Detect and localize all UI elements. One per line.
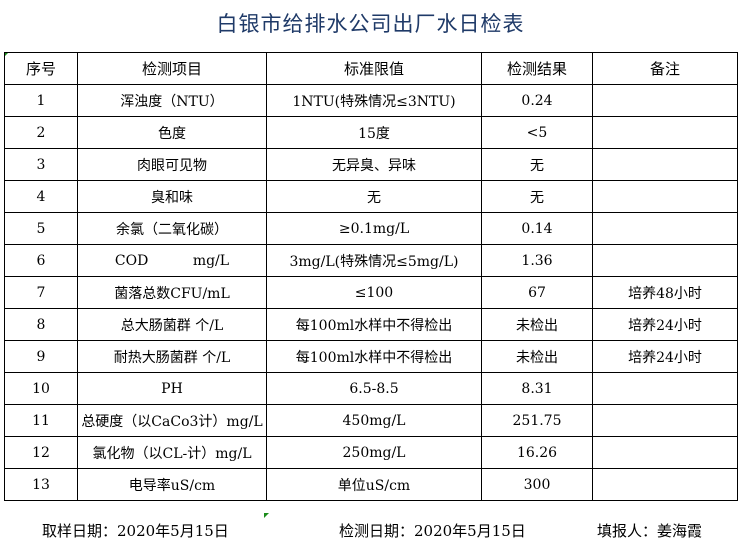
test-date: 检测日期：2020年5月15日 <box>339 522 526 540</box>
page-title: 白银市给排水公司出厂水日检表 <box>216 12 525 36</box>
row-number: 4 <box>4 180 78 213</box>
table-header-row: 序号 检测项目 标准限值 检测结果 备注 <box>4 52 738 85</box>
table-row: 12 氯化物（以CL-计）mg/L 250mg/L 16.26 <box>4 436 738 469</box>
standard-limit: ≤100 <box>266 276 482 309</box>
table-row: 5 余氯（二氧化碳） ≥0.1mg/L 0.14 <box>4 212 738 245</box>
test-result: 16.26 <box>481 436 593 469</box>
standard-limit: 单位uS/cm <box>266 468 482 501</box>
row-number: 10 <box>4 372 78 405</box>
test-result: 300 <box>481 468 593 501</box>
row-number: 7 <box>4 276 78 309</box>
remark <box>592 468 738 501</box>
test-item: 菌落总数CFU/mL <box>77 276 267 309</box>
table-row: 2 色度 15度 <5 <box>4 116 738 149</box>
test-result: 67 <box>481 276 593 309</box>
cell-marker <box>264 513 269 518</box>
test-result: 未检出 <box>481 308 593 341</box>
test-result: 0.24 <box>481 84 593 117</box>
remark: 培养24小时 <box>592 340 738 373</box>
row-number: 13 <box>4 468 78 501</box>
row-number: 5 <box>4 212 78 245</box>
test-item: PH <box>77 372 267 405</box>
table-row: 7 菌落总数CFU/mL ≤100 67 培养48小时 <box>4 276 738 309</box>
standard-limit: 450mg/L <box>266 404 482 437</box>
remark <box>592 404 738 437</box>
table-row: 6 COD mg/L 3mg/L(特殊情况≤5mg/L) 1.36 <box>4 244 738 277</box>
remark <box>592 116 738 149</box>
row-number: 8 <box>4 308 78 341</box>
test-result: 8.31 <box>481 372 593 405</box>
row-number: 2 <box>4 116 78 149</box>
test-result: 未检出 <box>481 340 593 373</box>
row-number: 11 <box>4 404 78 437</box>
test-item: 耐热大肠菌群 个/L <box>77 340 267 373</box>
inspection-table: 序号 检测项目 标准限值 检测结果 备注 1 浑浊度（NTU） 1NTU(特殊情况≤… <box>4 52 738 501</box>
column-header: 备注 <box>592 52 738 85</box>
test-item: 余氯（二氧化碳） <box>77 212 267 245</box>
standard-limit: 15度 <box>266 116 482 149</box>
table-row: 8 总大肠菌群 个/L 每100ml水样中不得检出 未检出 培养24小时 <box>4 308 738 341</box>
column-header: 检测结果 <box>481 52 593 85</box>
test-item: 色度 <box>77 116 267 149</box>
table-row: 9 耐热大肠菌群 个/L 每100ml水样中不得检出 未检出 培养24小时 <box>4 340 738 373</box>
remark: 培养24小时 <box>592 308 738 341</box>
table-row: 10 PH 6.5-8.5 8.31 <box>4 372 738 405</box>
test-item: 浑浊度（NTU） <box>77 84 267 117</box>
reporter: 填报人：姜海霞 <box>597 522 703 540</box>
row-number: 12 <box>4 436 78 469</box>
table-row: 11 总硬度（以CaCo3计）mg/L 450mg/L 251.75 <box>4 404 738 437</box>
test-item: 肉眼可见物 <box>77 148 267 181</box>
test-result: 0.14 <box>481 212 593 245</box>
remark <box>592 84 738 117</box>
standard-limit: 无 <box>266 180 482 213</box>
remark <box>592 148 738 181</box>
table-row: 3 肉眼可见物 无异臭、异味无 <box>4 148 738 181</box>
test-item: 电导率uS/cm <box>77 468 267 501</box>
standard-limit: 无异臭、异味 <box>266 148 482 181</box>
table-row: 4 臭和味无无 <box>4 180 738 213</box>
column-header: 标准限值 <box>266 52 482 85</box>
row-number: 9 <box>4 340 78 373</box>
table-row: 13 电导率uS/cm 单位uS/cm 300 <box>4 468 738 501</box>
remark <box>592 180 738 213</box>
remark: 培养48小时 <box>592 276 738 309</box>
standard-limit: 每100ml水样中不得检出 <box>266 340 482 373</box>
test-item: COD mg/L <box>77 244 267 277</box>
column-header: 检测项目 <box>77 52 267 85</box>
row-number: 6 <box>4 244 78 277</box>
remark <box>592 212 738 245</box>
sample-date: 取样日期：2020年5月15日 <box>42 522 229 540</box>
row-number: 3 <box>4 148 78 181</box>
standard-limit: 6.5-8.5 <box>266 372 482 405</box>
standard-limit: 每100ml水样中不得检出 <box>266 308 482 341</box>
test-result: <5 <box>481 116 593 149</box>
row-number: 1 <box>4 84 78 117</box>
standard-limit: 1NTU(特殊情况≤3NTU) <box>266 84 482 117</box>
test-item: 臭和味 <box>77 180 267 213</box>
test-item: 氯化物（以CL-计）mg/L <box>77 436 267 469</box>
standard-limit: 3mg/L(特殊情况≤5mg/L) <box>266 244 482 277</box>
test-result: 251.75 <box>481 404 593 437</box>
standard-limit: ≥0.1mg/L <box>266 212 482 245</box>
table-row: 1 浑浊度（NTU） 1NTU(特殊情况≤3NTU) 0.24 <box>4 84 738 117</box>
test-result: 1.36 <box>481 244 593 277</box>
remark <box>592 372 738 405</box>
standard-limit: 250mg/L <box>266 436 482 469</box>
test-result: 无 <box>481 148 593 181</box>
column-header: 序号 <box>4 52 78 85</box>
remark <box>592 244 738 277</box>
test-item: 总硬度（以CaCo3计）mg/L <box>77 404 267 437</box>
test-result: 无 <box>481 180 593 213</box>
remark <box>592 436 738 469</box>
test-item: 总大肠菌群 个/L <box>77 308 267 341</box>
